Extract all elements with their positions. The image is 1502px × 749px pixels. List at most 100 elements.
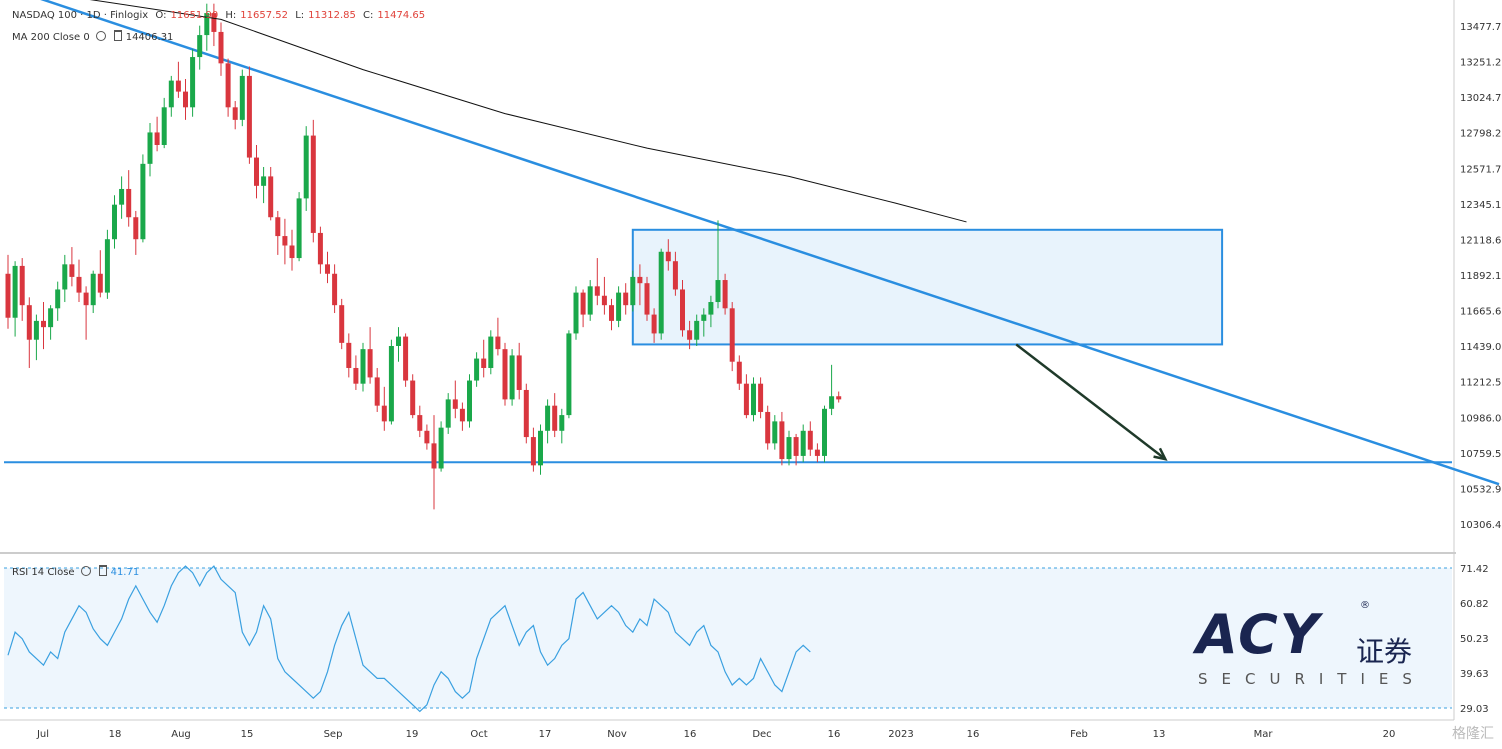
candle-body: [751, 383, 756, 416]
candle-body: [218, 31, 224, 64]
price-tick-label: 13024.75: [1460, 93, 1502, 104]
time-tick-label: 13: [1153, 729, 1166, 740]
watermark: 格隆汇: [1452, 726, 1494, 742]
candle-body: [282, 236, 288, 246]
candle-body: [161, 107, 167, 145]
candle-body: [317, 232, 323, 265]
candle-body: [26, 305, 32, 340]
low-value: 11312.85: [308, 10, 356, 21]
time-tick-label: Jul: [36, 729, 49, 740]
price-legend: NASDAQ 100 · 1D · Finlogix O: 11651.90 H:…: [12, 10, 429, 21]
candle-body: [765, 411, 771, 444]
brand-name: ACY: [1196, 603, 1321, 666]
settings-icon[interactable]: [95, 31, 106, 41]
candle-body: [644, 283, 650, 315]
candle-body: [296, 198, 302, 259]
candle-body: [55, 289, 61, 309]
time-tick-label: 20: [1383, 729, 1396, 740]
candle-body: [154, 132, 160, 145]
low-label: L:: [295, 10, 305, 21]
candle-body: [609, 305, 614, 321]
brand-cn: 证券: [1356, 635, 1413, 668]
candle-body: [694, 320, 700, 340]
price-tick-label: 10306.47: [1460, 520, 1502, 531]
candle-body: [772, 421, 778, 444]
trash-icon[interactable]: [98, 565, 107, 576]
candle-body: [5, 273, 11, 318]
candle-body: [814, 449, 820, 456]
candle-body: [523, 389, 529, 438]
brand-sub: SECURITIES: [1198, 670, 1426, 688]
brand-reg: ®: [1360, 600, 1370, 611]
candle-body: [658, 251, 664, 334]
rsi-tick-label: 39.63: [1460, 669, 1489, 680]
candle-body: [474, 358, 480, 381]
time-tick-label: Sep: [324, 729, 343, 740]
ma200-line: [89, 0, 967, 223]
candle-body: [90, 273, 96, 306]
candle-body: [197, 35, 203, 58]
candle-body: [786, 437, 792, 460]
candle-body: [424, 430, 430, 444]
ma-legend: MA 200 Close 0 14406.31: [12, 30, 177, 43]
open-value: 11651.90: [170, 10, 219, 21]
candle-body: [594, 286, 600, 296]
candle-body: [637, 276, 643, 284]
candle-body: [729, 308, 735, 362]
candle-body: [12, 265, 18, 318]
candle-body: [445, 399, 451, 428]
candle-body: [33, 320, 39, 340]
candle-body: [417, 415, 423, 431]
settings-icon[interactable]: [80, 566, 91, 576]
open-label: O:: [155, 10, 167, 21]
price-tick-label: 11665.61: [1460, 307, 1502, 318]
time-tick-label: 16: [828, 729, 841, 740]
price-tick-label: 12798.22: [1460, 129, 1502, 140]
candle-body: [793, 437, 799, 456]
candle-body: [822, 408, 827, 456]
candle-body: [332, 273, 338, 306]
candle-body: [502, 349, 508, 400]
candle-body: [672, 261, 678, 290]
candle-body: [807, 430, 813, 450]
candle-body: [552, 405, 558, 431]
forecast-arrow: [1015, 343, 1167, 461]
candle-body: [431, 443, 437, 469]
downtrend-line: [40, 0, 1500, 486]
candle-body: [530, 437, 536, 466]
price-tick-label: 12571.70: [1460, 164, 1502, 175]
candle-body: [836, 396, 842, 400]
candle-body: [232, 107, 238, 120]
candle-body: [268, 176, 274, 218]
candle-body: [623, 292, 629, 306]
candle-body: [722, 280, 728, 309]
time-tick-label: Aug: [171, 729, 191, 740]
candle-body: [403, 336, 409, 381]
resistance-zone: [631, 228, 1224, 346]
candle-body: [545, 405, 551, 431]
candle-body: [743, 383, 749, 416]
candle-body: [246, 75, 252, 158]
candle-body: [708, 302, 714, 315]
candle-body: [140, 163, 146, 240]
candle-body: [829, 396, 835, 409]
candle-body: [69, 264, 75, 277]
time-tick-label: 17: [539, 729, 552, 740]
time-tick-label: 16: [684, 729, 697, 740]
ma-value: 14406.31: [125, 32, 174, 43]
time-tick-label: Mar: [1254, 729, 1274, 740]
candle-body: [630, 276, 636, 306]
candle-body: [190, 57, 196, 108]
price-tick-label: 11892.13: [1460, 271, 1502, 282]
candle-body: [665, 251, 671, 262]
candle-body: [104, 239, 110, 293]
price-tick-label: 13477.79: [1460, 22, 1502, 33]
candle-body: [601, 295, 607, 306]
candle-body: [488, 336, 494, 368]
trash-icon[interactable]: [113, 30, 122, 41]
candle-body: [346, 342, 352, 368]
candle-body: [367, 349, 373, 378]
candle-body: [438, 427, 444, 469]
candle-body: [119, 188, 125, 205]
time-tick-label: 19: [406, 729, 419, 740]
